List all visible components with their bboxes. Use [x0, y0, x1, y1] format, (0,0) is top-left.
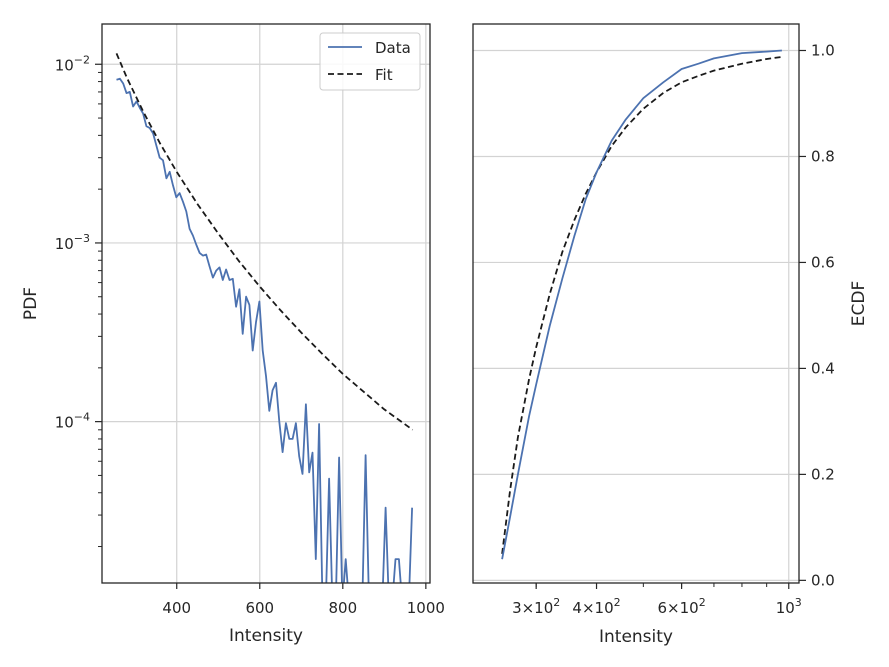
ecdf-x-axis-title: Intensity — [599, 627, 673, 647]
pdf-y-axis-title: PDF — [21, 287, 41, 320]
ecdf-x-tick-label: 103 — [776, 596, 802, 617]
ecdf-y-tick-label: 0.8 — [811, 147, 835, 165]
pdf-y-tick-label: 10−2 — [55, 53, 90, 74]
pdf-x-tick-label: 800 — [328, 599, 357, 617]
pdf-y-tick-label: 10−4 — [55, 411, 90, 432]
ecdf-y-tick-label: 0.4 — [811, 359, 835, 377]
pdf-x-tick-label: 1000 — [407, 599, 445, 617]
legend: Data Fit — [319, 32, 421, 91]
ecdf-y-tick-label: 1.0 — [811, 41, 835, 59]
pdf-panel: 400 600 800 1000 10−4 10−3 10−2 Intensity PDF Dat… — [21, 23, 445, 646]
ecdf-y-tick-label: 0.2 — [811, 465, 835, 483]
ecdf-y-axis-title: ECDF — [849, 281, 869, 326]
pdf-series-group — [115, 53, 414, 583]
ecdf-x-tick-label: 3×102 — [512, 596, 560, 617]
pdf-axes-frame — [101, 23, 431, 584]
pdf-x-axis-title: Intensity — [229, 626, 303, 646]
ecdf-data-line — [501, 49, 782, 560]
pdf-x-tick-label: 600 — [245, 599, 274, 617]
ecdf-x-tick-label: 6×102 — [657, 596, 705, 617]
legend-label-fit: Fit — [375, 66, 393, 84]
ecdf-y-tick-label: 0.6 — [811, 253, 835, 271]
ecdf-axes-frame — [472, 23, 800, 584]
pdf-fit-line — [115, 53, 414, 431]
legend-label-data: Data — [375, 39, 411, 57]
pdf-x-tick-label: 400 — [162, 599, 191, 617]
ecdf-fit-line — [501, 56, 783, 555]
ecdf-panel: 3×102 4×102 6×102 103 0.0 0.2 0.4 0.6 0.8 1.0 Inte… — [472, 23, 869, 647]
pdf-y-tick-label: 10−3 — [55, 232, 90, 253]
ecdf-y-tick-label: 0.0 — [811, 571, 835, 589]
pdf-data-line — [116, 77, 413, 583]
ecdf-x-tick-label: 4×102 — [572, 596, 620, 617]
